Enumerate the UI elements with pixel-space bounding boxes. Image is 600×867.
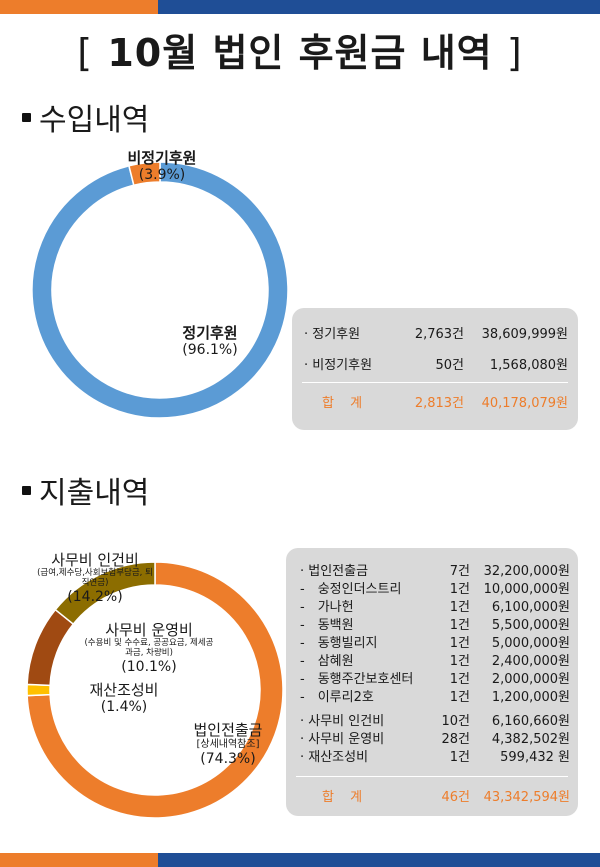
expense-label-operation: 사무비 운영비 (수용비 및 수수료, 공공요금, 제세공과금, 차량비) (1… [82, 621, 216, 675]
income-label-irregular-name: 비정기후원 [127, 149, 197, 167]
expense-label-operation-sub: (수용비 및 수수료, 공공요금, 제세공과금, 차량비) [84, 638, 214, 659]
expense-label-transfer-name: 법인전출금 [193, 721, 263, 739]
expense-divider [296, 776, 568, 777]
bullet-icon [22, 485, 31, 495]
expense-label-operation-pct: (10.1%) [121, 658, 177, 675]
expense-label-personnel: 사무비 인건비 (급여,제수당,사회보험부담금, 퇴직연금) (14.2%) [36, 551, 154, 605]
expense-label-transfer-pct: (74.3%) [200, 750, 256, 767]
income-divider [302, 382, 568, 383]
income-label-regular-name: 정기후원 [182, 324, 238, 342]
title-text: 법인 후원금 내역 [212, 31, 493, 75]
expense-label-personnel-name: 사무비 인건비 [51, 551, 139, 569]
income-summary-box: · 정기후원 2,763건 38,609,999원 · 비정기후원 50건 1,… [292, 308, 578, 430]
expense-label-operation-name: 사무비 운영비 [105, 621, 193, 639]
title-month: 10월 [107, 31, 199, 75]
expense-label-asset-pct: (1.4%) [100, 699, 148, 716]
expense-summary-box: · 법인전출금 7건 32,200,000원 - 숭정인더스트리 1건 10,000,00… [286, 548, 578, 816]
top-color-bar [0, 0, 600, 14]
expense-label-transfer: 법인전출금 [상세내역참조] (74.3%) [178, 721, 278, 767]
expense-label-personnel-pct: (14.2%) [67, 588, 123, 605]
donut-slice-transfer [26, 561, 284, 819]
donut-slice-asset [26, 683, 51, 697]
expense-label-transfer-sub: [상세내역참조] [196, 739, 260, 751]
expense-donut-chart [26, 561, 284, 819]
income-label-irregular: 비정기후원 (3.9%) [92, 149, 232, 184]
donut-slice-operation [26, 608, 75, 687]
income-label-regular-pct: (96.1%) [182, 342, 238, 359]
income-label-irregular-pct: (3.9%) [138, 167, 186, 184]
expense-label-personnel-sub: (급여,제수당,사회보험부담금, 퇴직연금) [37, 568, 153, 589]
bottom-color-bar [0, 853, 600, 867]
income-donut-chart [31, 161, 289, 419]
donut-slice-irregular [128, 161, 161, 187]
page-title: [ 10월 법인 후원금 내역 ] [77, 31, 523, 75]
donut-slice-personnel [54, 561, 156, 626]
income-heading: 수입내역 [22, 95, 149, 139]
income-label-regular: 정기후원 (96.1%) [150, 324, 270, 359]
expense-label-asset: 재산조성비 (1.4%) [82, 681, 166, 716]
expense-label-asset-name: 재산조성비 [89, 681, 159, 699]
expense-heading: 지출내역 [22, 468, 149, 512]
donut-slice-regular [31, 161, 289, 419]
bullet-icon [22, 112, 31, 122]
